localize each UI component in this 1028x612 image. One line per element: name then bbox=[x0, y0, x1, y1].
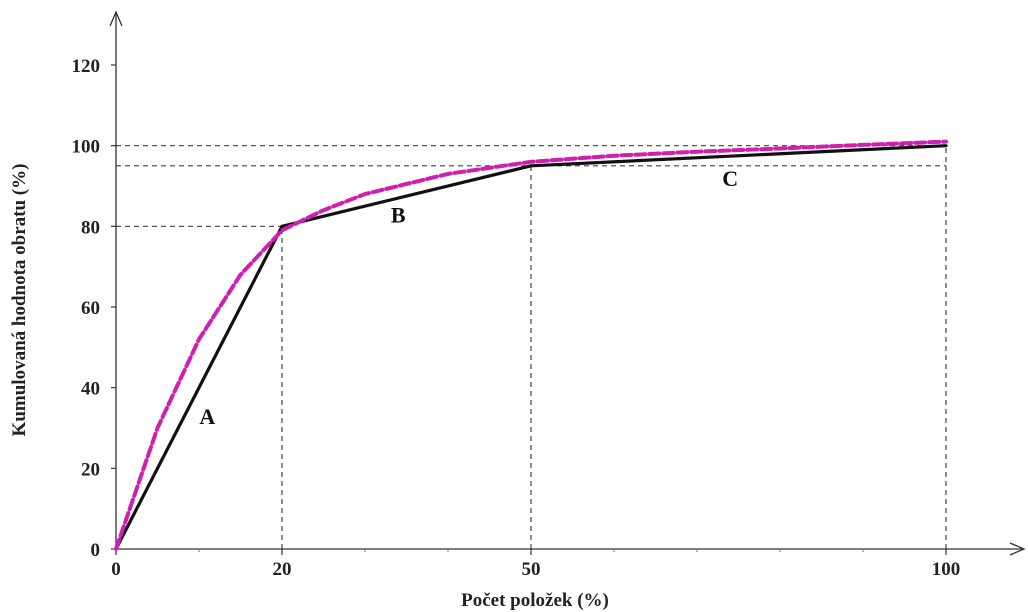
y-tick-label: 80 bbox=[81, 217, 100, 238]
reference-lines bbox=[116, 145, 947, 549]
y-axis-title: Kumulovaná hodnota obratu (%) bbox=[9, 164, 30, 437]
segment-labels: A B C bbox=[199, 166, 738, 429]
x-tick-label: 50 bbox=[522, 559, 541, 580]
x-tick-label: 0 bbox=[111, 559, 121, 580]
y-axis-arrow bbox=[109, 10, 123, 27]
segment-label-c: C bbox=[722, 166, 738, 191]
x-tick-label: 100 bbox=[932, 559, 961, 580]
axes bbox=[109, 10, 1026, 556]
x-axis-arrow bbox=[1009, 542, 1026, 556]
segment-label-b: B bbox=[391, 202, 406, 227]
x-axis-title: Počet položek (%) bbox=[461, 590, 609, 611]
y-tick-label: 20 bbox=[81, 459, 100, 480]
y-tick-label: 120 bbox=[72, 56, 101, 77]
y-tick-label: 100 bbox=[72, 137, 101, 158]
dashed-curve-line bbox=[114, 139, 948, 551]
y-tick-label: 60 bbox=[81, 298, 100, 319]
x-tick-label: 20 bbox=[273, 559, 292, 580]
tick-labels: 0 20 40 60 80 100 120 0 20 50 100 bbox=[72, 56, 961, 580]
solid-abc-line bbox=[114, 144, 948, 551]
segment-label-a: A bbox=[199, 404, 215, 429]
y-tick-label: 0 bbox=[91, 540, 101, 561]
y-tick-label: 40 bbox=[81, 379, 100, 400]
series-group bbox=[114, 139, 948, 551]
